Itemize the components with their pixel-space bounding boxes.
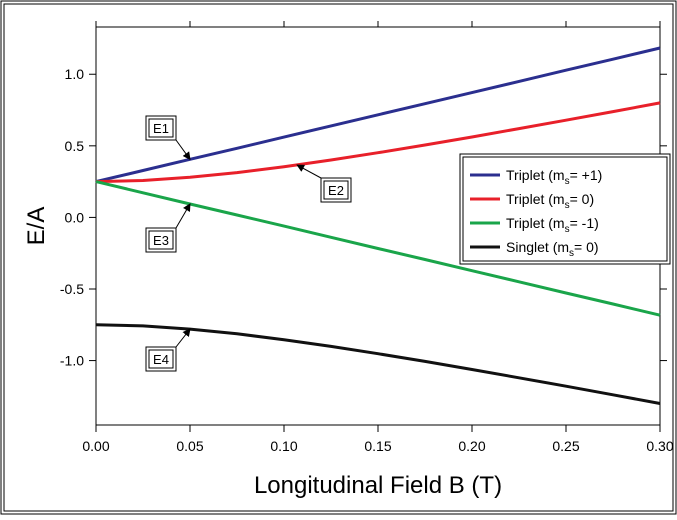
annotation-label: E4 bbox=[153, 352, 169, 367]
annotation-e2: E2 bbox=[296, 164, 352, 203]
annotation-arrow bbox=[175, 203, 191, 229]
y-tick-label: -0.5 bbox=[60, 281, 84, 297]
annotation-label: E2 bbox=[328, 183, 344, 198]
x-tick-label: 0.15 bbox=[364, 438, 391, 454]
x-tick-label: 0.20 bbox=[458, 438, 485, 454]
y-tick-label: 0.0 bbox=[65, 209, 85, 225]
annotation-box-outer bbox=[145, 346, 177, 372]
x-tick-label: 0.30 bbox=[646, 438, 673, 454]
annotation-arrow bbox=[175, 139, 191, 161]
legend: Triplet (ms= +1) Triplet (ms= 0) Triplet (… bbox=[459, 153, 671, 265]
ticks-layer: 0.00 0.05 0.10 0.15 0.20 0.25 0.30 1.0 0.5 0.0 -0.… bbox=[60, 21, 674, 454]
annotation-layer: E1 E2 E3 E4 bbox=[145, 115, 352, 372]
annotation-arrow bbox=[175, 328, 191, 348]
y-tick-label: -1.0 bbox=[60, 353, 84, 369]
legend-items: Triplet (ms= +1) Triplet (ms= 0) Triplet (… bbox=[470, 167, 602, 259]
annotation-label: E3 bbox=[153, 233, 169, 248]
legend-label-2: Triplet (ms= 0) bbox=[506, 191, 594, 211]
outer-frame-inner bbox=[3, 3, 674, 512]
annotation-label: E1 bbox=[153, 121, 169, 136]
annotation-e4: E4 bbox=[145, 328, 191, 372]
x-tick-label: 0.05 bbox=[176, 438, 203, 454]
legend-label-3: Triplet (ms= -1) bbox=[506, 215, 599, 235]
x-tick-label: 0.00 bbox=[82, 438, 109, 454]
annotation-box-inner bbox=[148, 349, 174, 369]
series-line-2 bbox=[95, 101, 661, 184]
y-axis-title: E/A bbox=[23, 207, 50, 246]
x-tick-label: 0.25 bbox=[552, 438, 579, 454]
x-tick-label: 0.10 bbox=[270, 438, 297, 454]
legend-label-1: Triplet (ms= +1) bbox=[506, 167, 602, 187]
annotation-box-inner bbox=[323, 180, 349, 200]
y-tick-label: 1.0 bbox=[65, 66, 85, 82]
annotation-box-outer bbox=[320, 177, 352, 203]
x-axis-title: Longitudinal Field B (T) bbox=[254, 472, 502, 499]
annotation-box-inner bbox=[148, 230, 174, 250]
annotation-e1: E1 bbox=[145, 115, 191, 161]
legend-frame-inner bbox=[462, 156, 668, 262]
y-tick-label: 0.5 bbox=[65, 138, 85, 154]
annotation-box-outer bbox=[145, 115, 177, 141]
legend-label-4: Singlet (ms= 0) bbox=[506, 239, 599, 259]
annotation-e3: E3 bbox=[145, 203, 191, 253]
annotation-box-inner bbox=[148, 118, 174, 138]
annotation-box-outer bbox=[145, 227, 177, 253]
annotation-arrow bbox=[296, 164, 322, 179]
